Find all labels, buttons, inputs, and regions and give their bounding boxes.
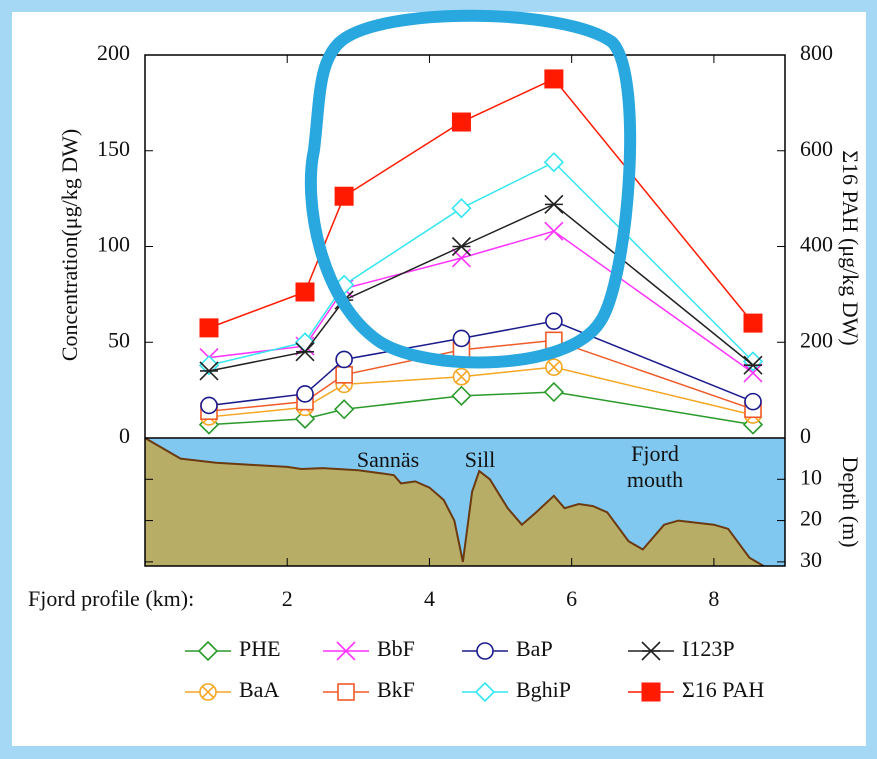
marker-shape: [336, 367, 352, 383]
marker-shape: [335, 187, 353, 205]
marker-shape: [338, 684, 354, 700]
marker-shape: [745, 394, 761, 410]
data-point: [297, 386, 313, 402]
marker-shape: [545, 70, 563, 88]
x-axis-label: Fjord profile (km):: [28, 586, 194, 611]
marker-shape: [296, 283, 314, 301]
legend-label: PHE: [239, 636, 281, 661]
marker-shape: [201, 397, 217, 413]
panel: [12, 12, 866, 746]
marker-shape: [744, 314, 762, 332]
legend-label: BaA: [239, 677, 279, 702]
data-point: [336, 367, 352, 383]
legend-label: BkF: [377, 677, 415, 702]
x-tick-label: 2: [282, 586, 293, 611]
x-tick-label: 6: [566, 586, 577, 611]
data-point: [546, 359, 562, 375]
depth-axis-label: Depth (m): [838, 456, 863, 547]
page: Sannäs Sill Fjordmouth 0 10 20 30 2 4 6 8 Fjord pro…: [0, 0, 877, 759]
depth-tick-label: 20: [800, 506, 822, 531]
data-point: [744, 314, 762, 332]
data-point: [452, 113, 470, 131]
marker-shape: [452, 113, 470, 131]
legend-label: Σ16 PAH: [682, 677, 764, 702]
legend-label: BbF: [377, 636, 415, 661]
chart: Sannäs Sill Fjordmouth 0 10 20 30 2 4 6 8 Fjord pro…: [0, 0, 877, 759]
data-point: [335, 187, 353, 205]
data-point: [453, 369, 469, 385]
data-point: [201, 397, 217, 413]
y-tick-label: 50: [108, 327, 130, 352]
annotation: Sannäs: [357, 447, 419, 472]
legend-marker: [642, 683, 660, 701]
marker-shape: [642, 683, 660, 701]
data-point: [745, 394, 761, 410]
marker-shape: [200, 319, 218, 337]
depth-tick-label: 0: [800, 423, 811, 448]
x-tick-label: 8: [708, 586, 719, 611]
y-tick-label: 150: [97, 136, 130, 161]
y2-tick-label: 400: [800, 232, 833, 257]
marker-shape: [336, 351, 352, 367]
y-tick-label: 100: [97, 232, 130, 257]
legend-label: BaP: [516, 636, 553, 661]
legend-marker: [338, 684, 354, 700]
x-tick-label: 4: [424, 586, 435, 611]
legend-marker: [477, 643, 493, 659]
y2-tick-label: 200: [800, 327, 833, 352]
data-point: [453, 330, 469, 346]
legend-label: I123P: [682, 636, 735, 661]
legend-marker: [200, 684, 216, 700]
marker-shape: [546, 313, 562, 329]
marker-shape: [453, 330, 469, 346]
depth-tick-label: 10: [800, 464, 822, 489]
annotation: Fjord: [631, 441, 679, 466]
annotation: Sill: [465, 447, 496, 472]
annotation: mouth: [627, 467, 683, 492]
y-tick-label: 0: [119, 423, 130, 448]
y2-tick-label: 600: [800, 136, 833, 161]
y-tick-label: 200: [97, 40, 130, 65]
data-point: [200, 319, 218, 337]
data-point: [546, 313, 562, 329]
depth-tick-label: 30: [800, 547, 822, 572]
marker-shape: [477, 643, 493, 659]
y-axis-label: Concentration(μg/kg DW): [57, 129, 82, 361]
y2-tick-label: 800: [800, 40, 833, 65]
y2-axis-label: Σ16 PAH (μg/kg DW): [838, 150, 863, 346]
data-point: [545, 70, 563, 88]
data-point: [336, 351, 352, 367]
legend-label: BghiP: [516, 677, 571, 702]
marker-shape: [297, 386, 313, 402]
data-point: [296, 283, 314, 301]
